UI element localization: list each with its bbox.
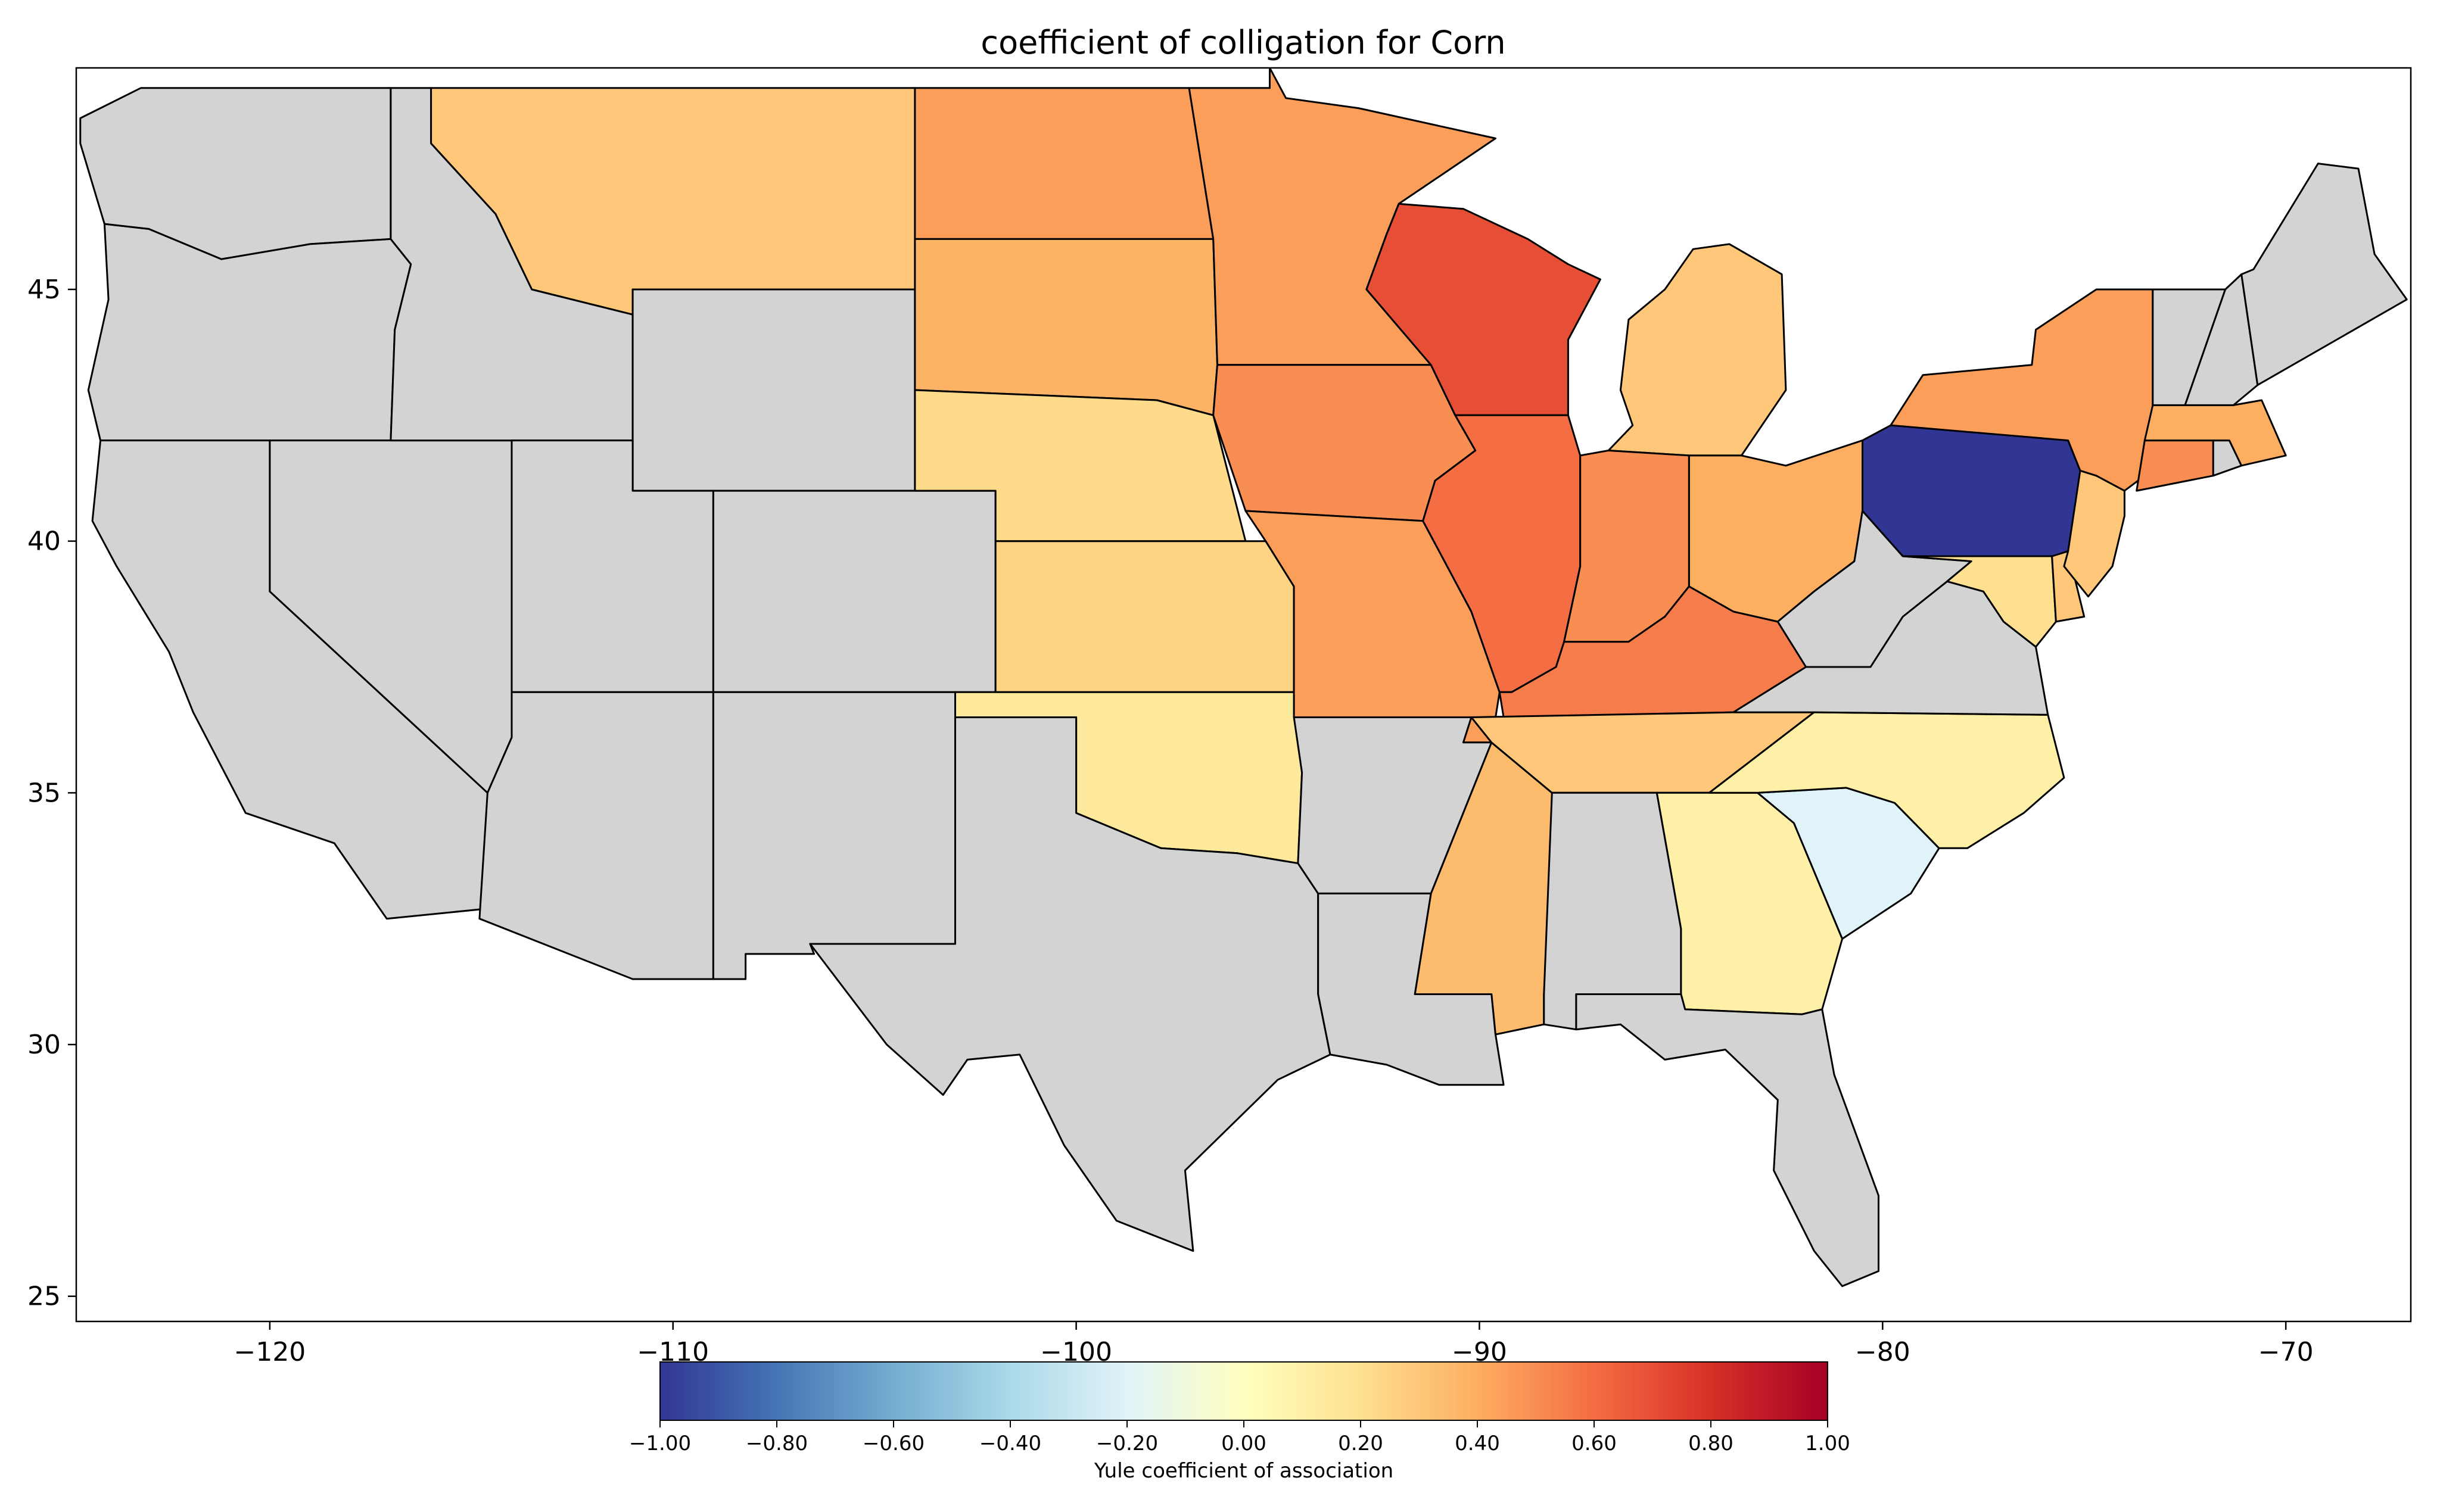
colorbar-tick-label: 0.20 [1338, 1432, 1383, 1455]
y-tick-label: 45 [27, 275, 61, 305]
y-tick-label: 30 [27, 1030, 61, 1060]
state-new-hampshire: New Hampshire [2184, 273, 2259, 406]
map-title: coefficient of colligation for Corn [981, 24, 1505, 61]
colorbar-tick-label: 0.60 [1571, 1432, 1617, 1455]
state-maine: Maine [2240, 163, 2408, 386]
state-texas: Texas [809, 716, 1331, 1252]
colorbar: −1.00 −0.80 −0.60 −0.40 −0.20 0.00 0.20 0.40 0.6… [629, 1361, 1850, 1483]
x-tick-label: −80 [1855, 1337, 1910, 1367]
y-tick-label: 25 [27, 1282, 61, 1312]
y-axis-ticks: 25 30 35 40 45 [27, 275, 76, 1312]
state-wisconsin: Wisconsin [1365, 202, 1601, 416]
colorbar-tick-label: 0.80 [1688, 1432, 1733, 1455]
state-colorado: Colorado [712, 490, 997, 693]
state-kansas: Kansas [994, 540, 1295, 693]
colorbar-tick-label: 0.40 [1455, 1432, 1500, 1455]
y-tick-label: 40 [27, 526, 61, 557]
x-tick-label: −120 [234, 1337, 306, 1367]
y-tick-label: 35 [27, 778, 61, 808]
state-new-mexico: New Mexico [712, 691, 956, 980]
map-axes: WashingtonOregonCaliforniaNevadaIdahoMon… [27, 67, 2412, 1367]
colorbar-tick-label: −0.40 [979, 1432, 1041, 1455]
x-tick-label: −70 [2258, 1337, 2314, 1367]
colorbar-label: Yule coefficient of association [1094, 1459, 1393, 1483]
colorbar-tick-label: 1.00 [1805, 1432, 1850, 1455]
colorbar-gradient [659, 1361, 1828, 1421]
state-pennsylvania: Pennsylvania [1862, 424, 2097, 557]
state-north-dakota: North Dakota [914, 87, 1215, 240]
state-florida: Florida [1575, 993, 1879, 1287]
plot-frame [75, 67, 2412, 1323]
state-oregon: Oregon [87, 223, 412, 442]
colorbar-tick-label: −1.00 [629, 1432, 691, 1455]
colorbar-tick-label: 0.00 [1221, 1432, 1266, 1455]
state-wyoming: Wyoming [631, 288, 916, 492]
x-axis-ticks: −120 −110 −100 −90 −80 −70 [234, 1321, 2314, 1367]
state-massachusetts: Massachusetts [2143, 399, 2287, 467]
colorbar-ticks: −1.00 −0.80 −0.60 −0.40 −0.20 0.00 0.20 0.40 0.6… [629, 1420, 1850, 1455]
state-regions: WashingtonOregonCaliforniaNevadaIdahoMon… [79, 68, 2408, 1287]
colorbar-tick-label: −0.60 [863, 1432, 925, 1455]
colorbar-tick-label: −0.80 [746, 1432, 808, 1455]
colorbar-tick-label: −0.20 [1096, 1432, 1158, 1455]
state-south-dakota: South Dakota [914, 238, 1218, 416]
